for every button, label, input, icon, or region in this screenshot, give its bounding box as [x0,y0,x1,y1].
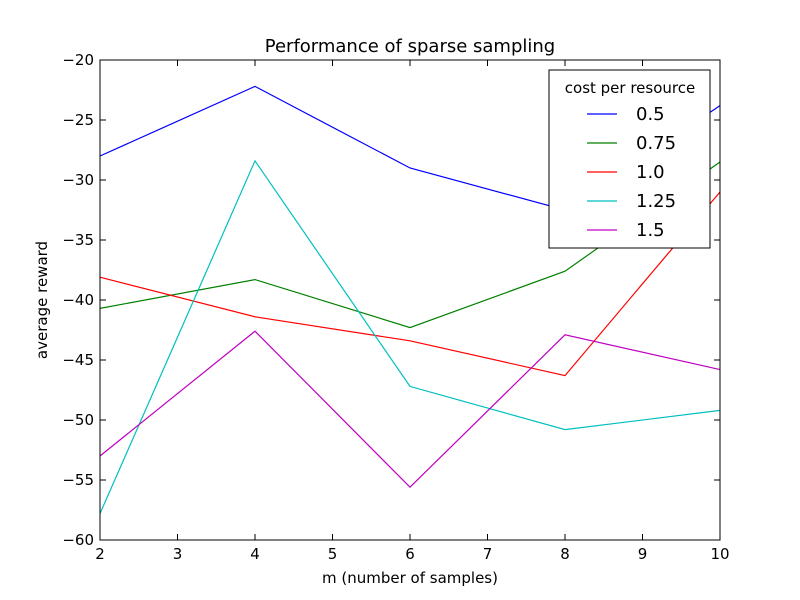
y-axis-ticks: −60 −55 −50 −45 −40 −35 −30 −25 −20 [62,51,720,549]
legend-label-3: 1.25 [636,191,676,212]
y-tick-label: −30 [62,171,94,189]
legend-label-0: 0.5 [636,104,665,125]
x-axis-label: m (number of samples) [322,569,498,587]
y-tick-label: −45 [62,351,94,369]
x-tick-label: 2 [95,545,105,563]
y-tick-label: −60 [62,531,94,549]
x-tick-label: 4 [250,545,260,563]
legend-label-2: 1.0 [636,162,665,183]
y-tick-label: −35 [62,231,94,249]
x-tick-label: 10 [710,545,729,563]
series-line-4 [99,330,721,489]
series-line-3 [99,159,721,514]
y-tick-label: −40 [62,291,94,309]
legend: cost per resource 0.5 0.75 1.0 1.25 1.5 [548,69,711,249]
legend-title: cost per resource [565,79,695,97]
x-axis-ticks: 2 3 4 5 6 7 8 9 10 [95,60,730,563]
y-tick-label: −55 [62,471,94,489]
y-axis-label: average reward [33,241,51,359]
x-tick-label: 5 [328,545,338,563]
y-tick-label: −50 [62,411,94,429]
x-tick-label: 8 [560,545,570,563]
x-tick-label: 3 [173,545,183,563]
y-tick-label: −20 [62,51,94,69]
y-tick-label: −25 [62,111,94,129]
legend-label-1: 0.75 [636,133,676,154]
legend-label-4: 1.5 [636,220,665,241]
series-line-2 [99,191,721,377]
x-tick-label: 9 [638,545,648,563]
x-tick-label: 6 [405,545,415,563]
x-tick-label: 7 [483,545,493,563]
legend-box [548,69,711,249]
legend-items: 0.5 0.75 1.0 1.25 1.5 [587,104,676,241]
chart-title: Performance of sparse sampling [265,36,555,57]
